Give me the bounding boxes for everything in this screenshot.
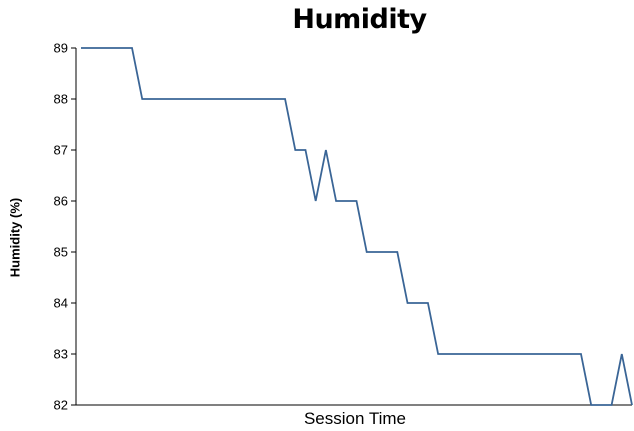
y-tick-label-88: 88 (54, 92, 68, 107)
y-tick-label-87: 87 (54, 143, 68, 158)
y-tick-label-84: 84 (54, 296, 68, 311)
y-tick-label-85: 85 (54, 245, 68, 260)
y-tick-label-89: 89 (54, 41, 68, 56)
series-line-0 (81, 47, 633, 406)
x-axis-label: Session Time (303, 409, 407, 428)
y-tick-label-82: 82 (54, 398, 68, 413)
chart-title: Humidity (292, 4, 427, 35)
y-tick-label-86: 86 (54, 194, 68, 209)
y-tick-label-83: 83 (54, 347, 68, 362)
